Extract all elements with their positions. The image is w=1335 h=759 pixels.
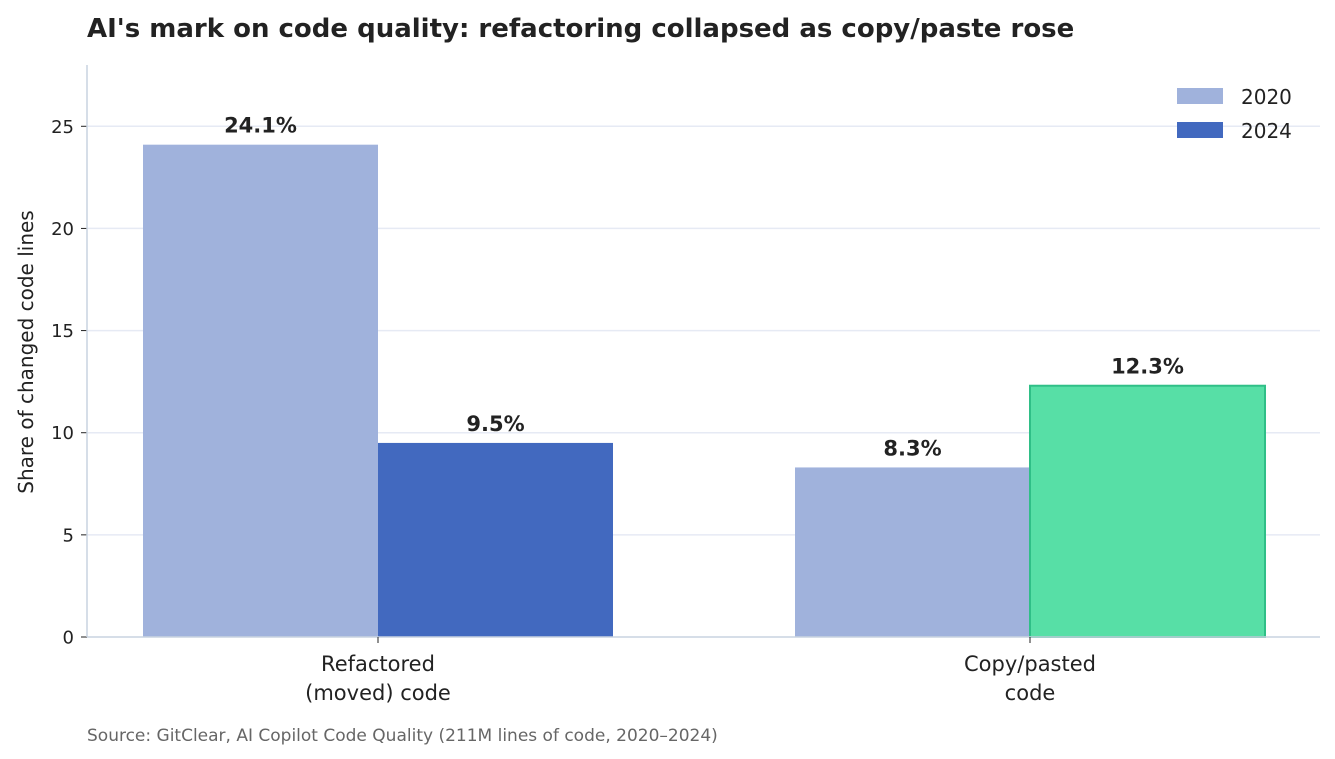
y-tick-label-10: 10 xyxy=(51,423,74,444)
y-tick-label-20: 20 xyxy=(51,219,74,240)
legend-swatch-2024 xyxy=(1177,122,1223,138)
data-labels: 24.1% 9.5% 8.3% 12.3% xyxy=(224,114,1184,461)
y-tick-label-5: 5 xyxy=(63,525,74,546)
data-label-2020-1: 8.3% xyxy=(883,436,941,460)
y-tick-label-25: 25 xyxy=(51,117,74,138)
bar-2024-0 xyxy=(378,442,613,637)
chart-title: AI's mark on code quality: refactoring c… xyxy=(87,14,1074,44)
legend-label-2020: 2020 xyxy=(1241,85,1292,109)
legend-swatch-2020 xyxy=(1177,88,1223,104)
category-label-0-line-0: Refactored xyxy=(321,652,435,676)
bar-2024-1 xyxy=(1029,384,1266,638)
data-label-2024-1: 12.3% xyxy=(1111,355,1184,379)
source-note: Source: GitClear, AI Copilot Code Qualit… xyxy=(87,726,718,746)
category-label-1-line-0: Copy/pasted xyxy=(964,652,1096,676)
legend-label-2024: 2024 xyxy=(1241,119,1292,143)
axes: 0 5 10 15 20 25 Refactored (moved) code Copy/pas… xyxy=(51,65,1320,705)
bar-2020-1 xyxy=(795,467,1030,637)
bars xyxy=(143,144,1266,638)
y-tick-label-15: 15 xyxy=(51,321,74,342)
y-axis-label: Share of changed code lines xyxy=(14,210,38,493)
y-tick-label-0: 0 xyxy=(63,628,74,649)
category-label-1-line-1: code xyxy=(1005,681,1056,705)
category-label-0-line-1: (moved) code xyxy=(305,681,451,705)
legend: 2020 2024 xyxy=(1177,85,1292,143)
data-label-2020-0: 24.1% xyxy=(224,114,297,138)
bar-2020-0 xyxy=(143,144,378,637)
data-label-2024-0: 9.5% xyxy=(466,412,524,436)
